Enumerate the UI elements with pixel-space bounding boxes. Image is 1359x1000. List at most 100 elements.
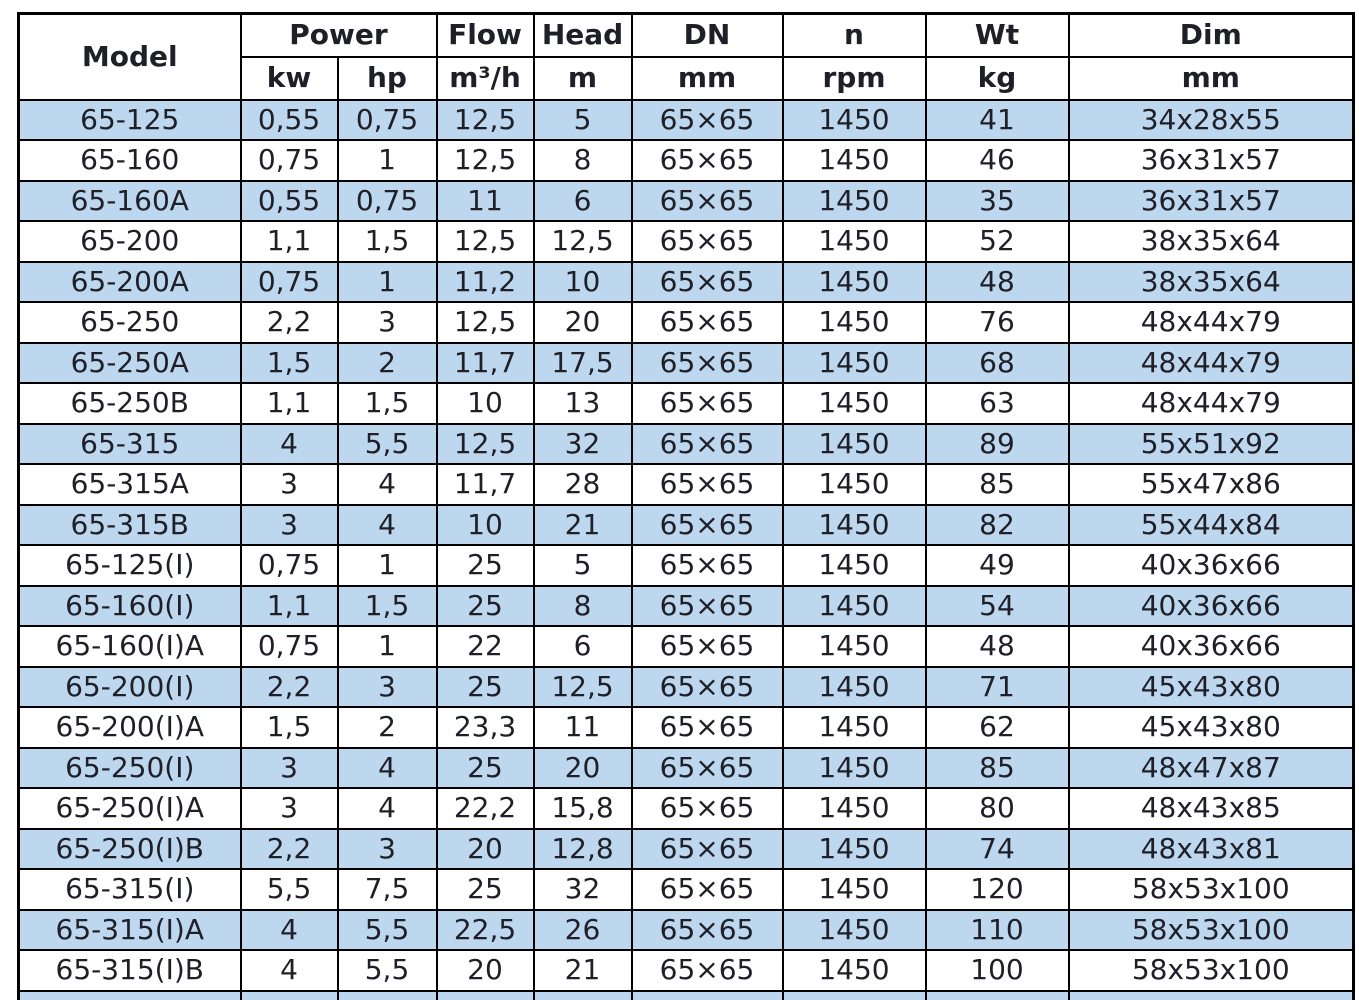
table-row: 65-315A 3 4 11,7 28 65×65 1450 85 55x47x86 (17, 463, 1355, 506)
cell-n: 1450 (781, 746, 927, 789)
cell-kw: 2,2 (239, 301, 339, 344)
cell-dn: 65×65 (630, 625, 784, 668)
cell-model: 65-315(I) (17, 868, 242, 911)
cell-hp: 7,5 (336, 868, 438, 911)
header-flow: Flow (435, 12, 535, 58)
cell-wt: 49 (924, 544, 1070, 587)
cell-n (781, 989, 927, 1000)
cell-head: 20 (532, 301, 633, 344)
cell-dn: 65×65 (630, 746, 784, 789)
cell-head (532, 989, 633, 1000)
cell-wt: 82 (924, 503, 1070, 546)
cell-n: 1450 (781, 179, 927, 222)
cell-wt: 54 (924, 584, 1070, 627)
cell-dim: 48x44x79 (1067, 301, 1355, 344)
cell-flow: 20 (435, 949, 535, 992)
cell-head: 6 (532, 625, 633, 668)
cell-dn: 65×65 (630, 665, 784, 708)
cell-wt (924, 989, 1070, 1000)
cell-wt: 68 (924, 341, 1070, 384)
cell-hp: 2 (336, 341, 438, 384)
cell-hp: 1,5 (336, 382, 438, 425)
cell-kw (239, 989, 339, 1000)
header-row-units: kw hp m³/h m mm rpm kg mm (19, 55, 1355, 101)
table-row: 65-250A 1,5 2 11,7 17,5 65×65 1450 68 48x44x79 (17, 341, 1355, 384)
cell-kw: 0,75 (239, 544, 339, 587)
header-n: n (781, 12, 927, 58)
cell-n: 1450 (781, 220, 927, 263)
cell-wt: 35 (924, 179, 1070, 222)
cell-head: 26 (532, 908, 633, 951)
cell-kw: 1,1 (239, 382, 339, 425)
header-model: Model (17, 12, 242, 101)
header-wt: Wt (924, 12, 1070, 58)
cell-n: 1450 (781, 949, 927, 992)
cell-dn: 65×65 (630, 908, 784, 951)
table-row: 65-200 1,1 1,5 12,5 12,5 65×65 1450 52 38x35x64 (17, 220, 1355, 263)
cell-wt: 110 (924, 908, 1070, 951)
cell-model: 65-250(I)B (17, 827, 242, 870)
cell-wt: 46 (924, 139, 1070, 182)
table-row: 65-160A 0,55 0,75 11 6 65×65 1450 35 36x31x57 (17, 179, 1355, 222)
cell-kw: 3 (239, 787, 339, 830)
cell-flow: 25 (435, 544, 535, 587)
cell-dim: 55x47x86 (1067, 463, 1355, 506)
cell-head: 21 (532, 949, 633, 992)
cell-kw: 3 (239, 746, 339, 789)
cell-dim: 55x44x84 (1067, 503, 1355, 546)
cell-head: 12,5 (532, 220, 633, 263)
cell-dim: 58x53x100 (1067, 949, 1355, 992)
table-row: 65-315(I)A 4 5,5 22,5 26 65×65 1450 110 58x53x10… (17, 908, 1355, 951)
cell-hp: 4 (336, 746, 438, 789)
cell-dn: 65×65 (630, 544, 784, 587)
table-row: 65-315 4 5,5 12,5 32 65×65 1450 89 55x51x92 (17, 422, 1355, 465)
cell-model: 65-250(I)A (17, 787, 242, 830)
cell-hp: 1 (336, 544, 438, 587)
cell-dim: 58x53x100 (1067, 908, 1355, 951)
cell-dn: 65×65 (630, 584, 784, 627)
table-row: 65-250(I)A 3 4 22,2 15,8 65×65 1450 80 48x43x85 (17, 787, 1355, 830)
cell-wt: 80 (924, 787, 1070, 830)
cell-flow: 22 (435, 625, 535, 668)
cell-flow: 20 (435, 827, 535, 870)
cell-hp: 1 (336, 625, 438, 668)
cell-dim: 48x43x81 (1067, 827, 1355, 870)
cell-n: 1450 (781, 868, 927, 911)
header-power: Power (239, 12, 438, 58)
cell-model: 65-160(I) (17, 584, 242, 627)
cell-dim: 40x36x66 (1067, 625, 1355, 668)
cell-wt: 85 (924, 746, 1070, 789)
cell-kw: 4 (239, 422, 339, 465)
cell-head: 5 (532, 98, 633, 141)
table-row: 65-250(I)B 2,2 3 20 12,8 65×65 1450 74 48x43x81 (17, 827, 1355, 870)
cell-dn: 65×65 (630, 260, 784, 303)
cell-model: 65-250 (17, 301, 242, 344)
cell-hp: 4 (336, 463, 438, 506)
cell-dim: 40x36x66 (1067, 584, 1355, 627)
cell-n: 1450 (781, 584, 927, 627)
cell-model: 65-315(I)B (17, 949, 242, 992)
cell-model: 65-200A (17, 260, 242, 303)
cell-hp: 1 (336, 139, 438, 182)
table-body: 65-125 0,55 0,75 12,5 5 65×65 1450 41 34x28x55 65… (17, 98, 1355, 1000)
cell-n: 1450 (781, 260, 927, 303)
cell-model: 65-160 (17, 139, 242, 182)
cell-dn: 65×65 (630, 422, 784, 465)
cell-model: 65-315(I)A (17, 908, 242, 951)
cell-flow: 25 (435, 868, 535, 911)
cell-flow: 11 (435, 179, 535, 222)
cell-flow: 22,5 (435, 908, 535, 951)
cell-kw: 0,75 (239, 260, 339, 303)
cell-dim: 38x35x64 (1067, 220, 1355, 263)
cell-hp: 5,5 (336, 422, 438, 465)
header-unit-dn: mm (630, 55, 784, 101)
cell-dn: 65×65 (630, 179, 784, 222)
cell-head: 21 (532, 503, 633, 546)
table-row: 65-315(I) 5,5 7,5 25 32 65×65 1450 120 58x53x100 (17, 868, 1355, 911)
cell-kw: 2,2 (239, 827, 339, 870)
cell-wt: 100 (924, 949, 1070, 992)
cell-kw: 1,5 (239, 341, 339, 384)
cell-kw: 2,2 (239, 665, 339, 708)
cell-hp: 1,5 (336, 220, 438, 263)
cell-model (17, 989, 242, 1000)
